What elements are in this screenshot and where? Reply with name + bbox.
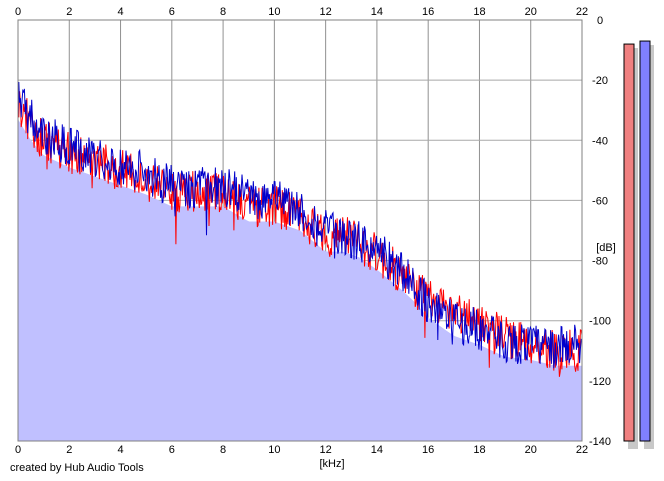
x-ticks-top: 0 2 4 6 8 10 12 14 16 18 20 22	[15, 6, 588, 18]
x-tick-label-top: 12	[320, 6, 332, 18]
x-tick-label-top: 6	[169, 6, 175, 18]
level-meters	[623, 40, 654, 450]
y-tick-label: -20	[592, 75, 608, 87]
x-tick-label-bottom: 8	[220, 444, 226, 456]
x-tick-label-top: 10	[268, 6, 280, 18]
x-tick-label-bottom: 18	[473, 444, 485, 456]
credit-text: created by Hub Audio Tools	[10, 462, 144, 474]
y-tick-label: 0	[597, 15, 603, 27]
x-tick-label-top: 20	[525, 6, 537, 18]
x-tick-label-bottom: 2	[66, 444, 72, 456]
series-right-channel	[17, 81, 583, 369]
x-tick-label-bottom: 16	[422, 444, 434, 456]
y-tick-label: -140	[589, 436, 611, 448]
spectrum-fill-area	[18, 119, 582, 441]
y-tick-label: -60	[592, 195, 608, 207]
y-tick-label: -40	[592, 135, 608, 147]
x-tick-label-top: 16	[422, 6, 434, 18]
y-ticks: 0 -20 -40 -60 -80 -100 -120 -140	[589, 15, 611, 448]
x-tick-label-top: 14	[371, 6, 383, 18]
level-meter-left	[623, 43, 635, 442]
x-tick-label-top: 2	[66, 6, 72, 18]
x-tick-label-top: 0	[15, 6, 21, 18]
x-tick-label-bottom: 22	[576, 444, 588, 456]
x-tick-label-bottom: 12	[320, 444, 332, 456]
x-tick-label-top: 22	[576, 6, 588, 18]
x-tick-label-bottom: 10	[268, 444, 280, 456]
y-axis-label: [dB]	[596, 242, 616, 254]
x-tick-label-top: 8	[220, 6, 226, 18]
x-tick-label-bottom: 4	[117, 444, 123, 456]
x-tick-label-bottom: 0	[15, 444, 21, 456]
x-tick-label-bottom: 20	[525, 444, 537, 456]
x-axis-label: [kHz]	[319, 458, 344, 470]
x-ticks-bottom: 0 2 4 6 8 10 12 14 16 18 20 22	[15, 444, 588, 456]
x-tick-label-top: 4	[117, 6, 123, 18]
level-meter-right	[639, 40, 651, 442]
y-tick-label: -120	[589, 376, 611, 388]
x-tick-label-bottom: 14	[371, 444, 383, 456]
x-tick-label-top: 18	[473, 6, 485, 18]
series-left-channel	[17, 91, 583, 377]
plot-frame	[17, 19, 583, 442]
y-tick-label: -80	[592, 256, 608, 268]
x-tick-label-bottom: 6	[169, 444, 175, 456]
y-tick-label: -100	[589, 316, 611, 328]
